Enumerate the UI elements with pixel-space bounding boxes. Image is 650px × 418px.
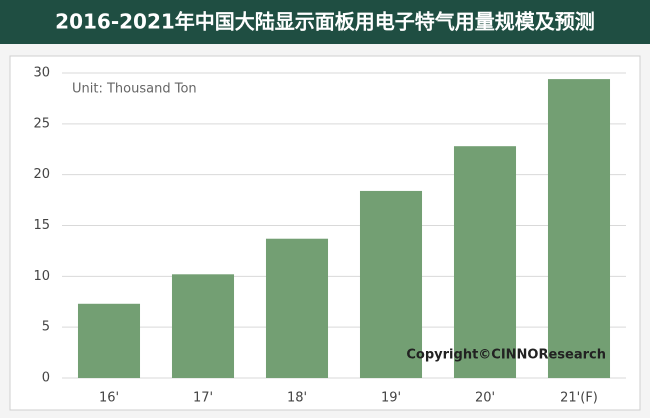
y-tick-label: 5: [42, 320, 50, 335]
x-tick-label: 19': [381, 391, 401, 406]
bar: [77, 303, 141, 378]
y-tick-label: 10: [33, 269, 50, 284]
y-tick-label: 25: [33, 116, 50, 131]
x-tick-label: 18': [287, 391, 307, 406]
title-banner: [0, 0, 650, 44]
x-tick-label: 21'(F): [560, 391, 598, 406]
y-tick-label: 30: [33, 66, 50, 81]
x-tick-label: 20': [475, 391, 495, 406]
source-note: Copyright©CINNOResearch: [406, 348, 606, 363]
chart-title: 2016-2021年中国大陆显示面板用电子特气用量规模及预测: [55, 10, 595, 34]
x-tick-label: 16': [99, 391, 119, 406]
bar: [359, 190, 423, 378]
y-tick-label: 15: [33, 218, 50, 233]
y-tick-label: 0: [42, 371, 50, 386]
bar: [265, 238, 329, 378]
bar: [171, 274, 235, 378]
x-tick-label: 17': [193, 391, 213, 406]
y-tick-label: 20: [33, 167, 50, 182]
bar: [547, 79, 611, 378]
bar: [453, 146, 517, 378]
unit-note: Unit: Thousand Ton: [72, 82, 197, 97]
